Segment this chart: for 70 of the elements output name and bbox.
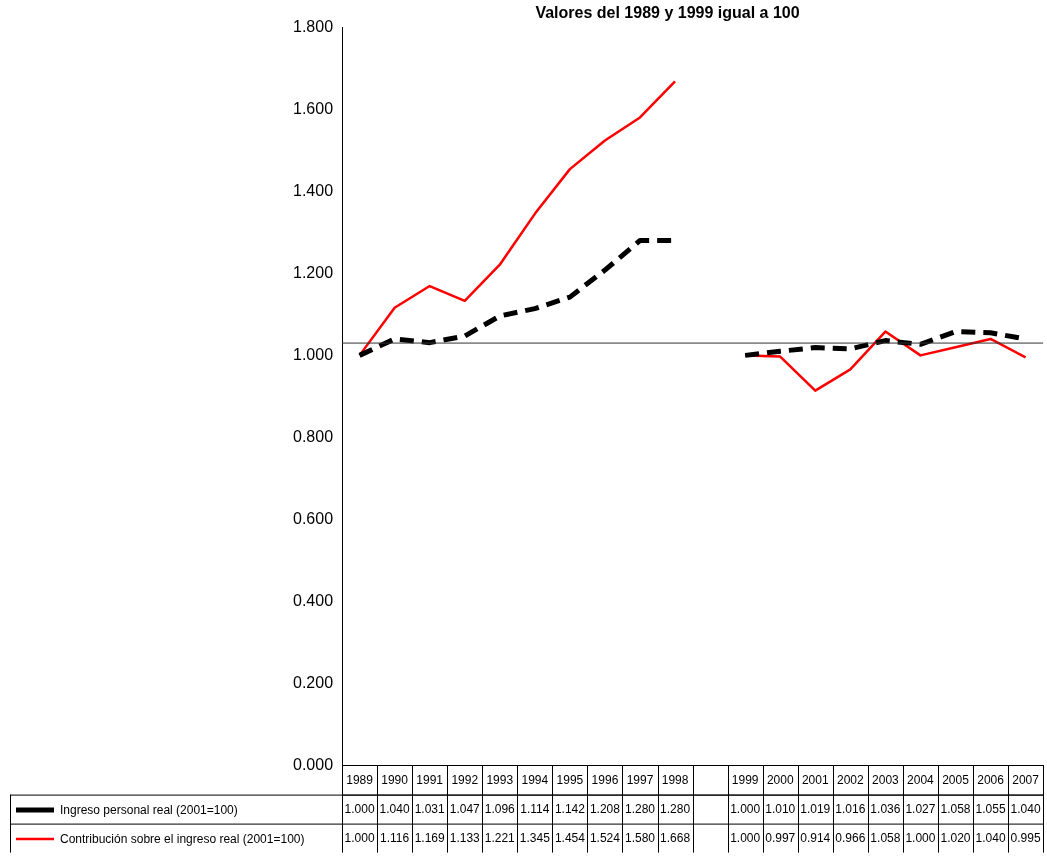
data-label: 1.047 [449,802,481,817]
legend-label: Contribución sobre el ingreso real (2001=100) [60,832,305,847]
data-label: 1.019 [800,802,831,817]
x-tick-label: 1994 [521,773,549,788]
data-label: 1.000 [344,802,375,817]
data-label: 1.027 [905,802,936,817]
x-tick-label: 1995 [556,773,584,788]
data-label: 1.000 [905,831,936,846]
x-tick-label: 1998 [661,773,689,788]
data-label: 1.142 [554,802,586,817]
data-label: 1.524 [589,831,621,846]
y-tick-label: 1.000 [292,345,334,363]
data-label: 0.966 [835,831,866,846]
y-tick-label: 0.400 [292,591,334,609]
data-label: 1.040 [975,831,1006,846]
data-label: 1.055 [975,802,1006,817]
data-label: 1.040 [379,802,410,817]
x-tick-label: 1997 [626,773,654,788]
x-tick-label: 2005 [942,773,970,788]
data-label: 1.169 [414,831,446,846]
x-tick-label: 1989 [346,773,374,788]
data-label: 1.133 [449,831,481,846]
data-label: 1.454 [554,831,586,846]
data-label: 1.058 [870,831,901,846]
data-label: 1.000 [730,802,761,817]
data-label: 1.016 [835,802,866,817]
x-tick-label: 1992 [451,773,479,788]
data-label: 1.058 [940,802,971,817]
y-tick-label: 0.000 [292,756,334,774]
x-tick-label: 1999 [731,773,759,788]
data-label: 1.096 [484,802,516,817]
y-tick-label: 1.800 [292,17,334,35]
data-label: 1.000 [344,831,375,846]
x-tick-label: 2006 [977,773,1005,788]
data-label: 1.010 [765,802,796,817]
data-label: 1.280 [660,802,691,817]
y-tick-label: 0.800 [292,427,334,445]
data-label: 1.020 [940,831,971,846]
y-tick-label: 0.600 [292,509,334,527]
data-label: 1.040 [1010,802,1041,817]
x-tick-label: 1990 [381,773,409,788]
y-tick-label: 1.400 [292,181,334,199]
x-tick-label: 2003 [872,773,900,788]
data-label: 1.221 [484,831,516,846]
x-tick-label: 1996 [591,773,619,788]
chart-title: Valores del 1989 y 1999 igual a 100 [535,4,800,22]
data-label: 1.280 [624,802,656,817]
x-tick-label: 2001 [801,773,829,788]
data-label: 0.995 [1010,831,1041,846]
data-label: 1.031 [414,802,446,817]
data-label: 1.668 [660,831,691,846]
data-label: 1.345 [519,831,551,846]
data-label: 1.114 [520,802,550,817]
y-tick-label: 0.200 [292,673,334,691]
legend-label: Ingreso personal real (2001=100) [60,803,238,818]
x-tick-label: 2007 [1012,773,1040,788]
y-tick-label: 1.200 [292,263,334,281]
data-label: 1.580 [624,831,656,846]
y-tick-label: 1.600 [292,99,334,117]
x-tick-label: 1991 [416,773,444,788]
data-label: 1.116 [380,831,410,846]
data-label: 1.000 [730,831,761,846]
data-label: 0.997 [765,831,796,846]
data-label: 1.208 [589,802,621,817]
x-tick-label: 2002 [836,773,864,788]
x-tick-label: 2004 [907,773,935,788]
data-label: 1.036 [870,802,901,817]
x-tick-label: 1993 [486,773,514,788]
x-tick-label: 2000 [766,773,794,788]
data-label: 0.914 [800,831,831,846]
